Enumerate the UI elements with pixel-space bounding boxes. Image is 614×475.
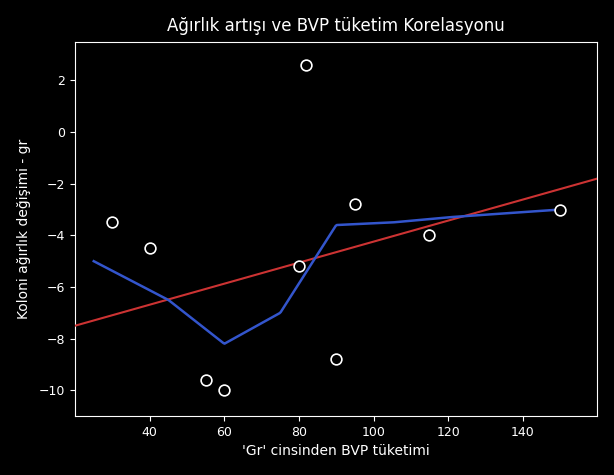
Title: Ağırlık artışı ve BVP tüketim Korelasyonu: Ağırlık artışı ve BVP tüketim Korelasyon… bbox=[168, 17, 505, 35]
Point bbox=[294, 263, 304, 270]
Point bbox=[201, 376, 211, 384]
Y-axis label: Koloni ağırlık değişimi - gr: Koloni ağırlık değişimi - gr bbox=[17, 139, 31, 319]
Point bbox=[350, 200, 360, 208]
Point bbox=[107, 218, 117, 226]
Point bbox=[555, 206, 565, 213]
Point bbox=[301, 61, 311, 69]
Point bbox=[145, 245, 155, 252]
Point bbox=[219, 387, 229, 394]
X-axis label: 'Gr' cinsinden BVP tüketimi: 'Gr' cinsinden BVP tüketimi bbox=[243, 444, 430, 458]
Point bbox=[332, 355, 341, 363]
Point bbox=[424, 232, 434, 239]
